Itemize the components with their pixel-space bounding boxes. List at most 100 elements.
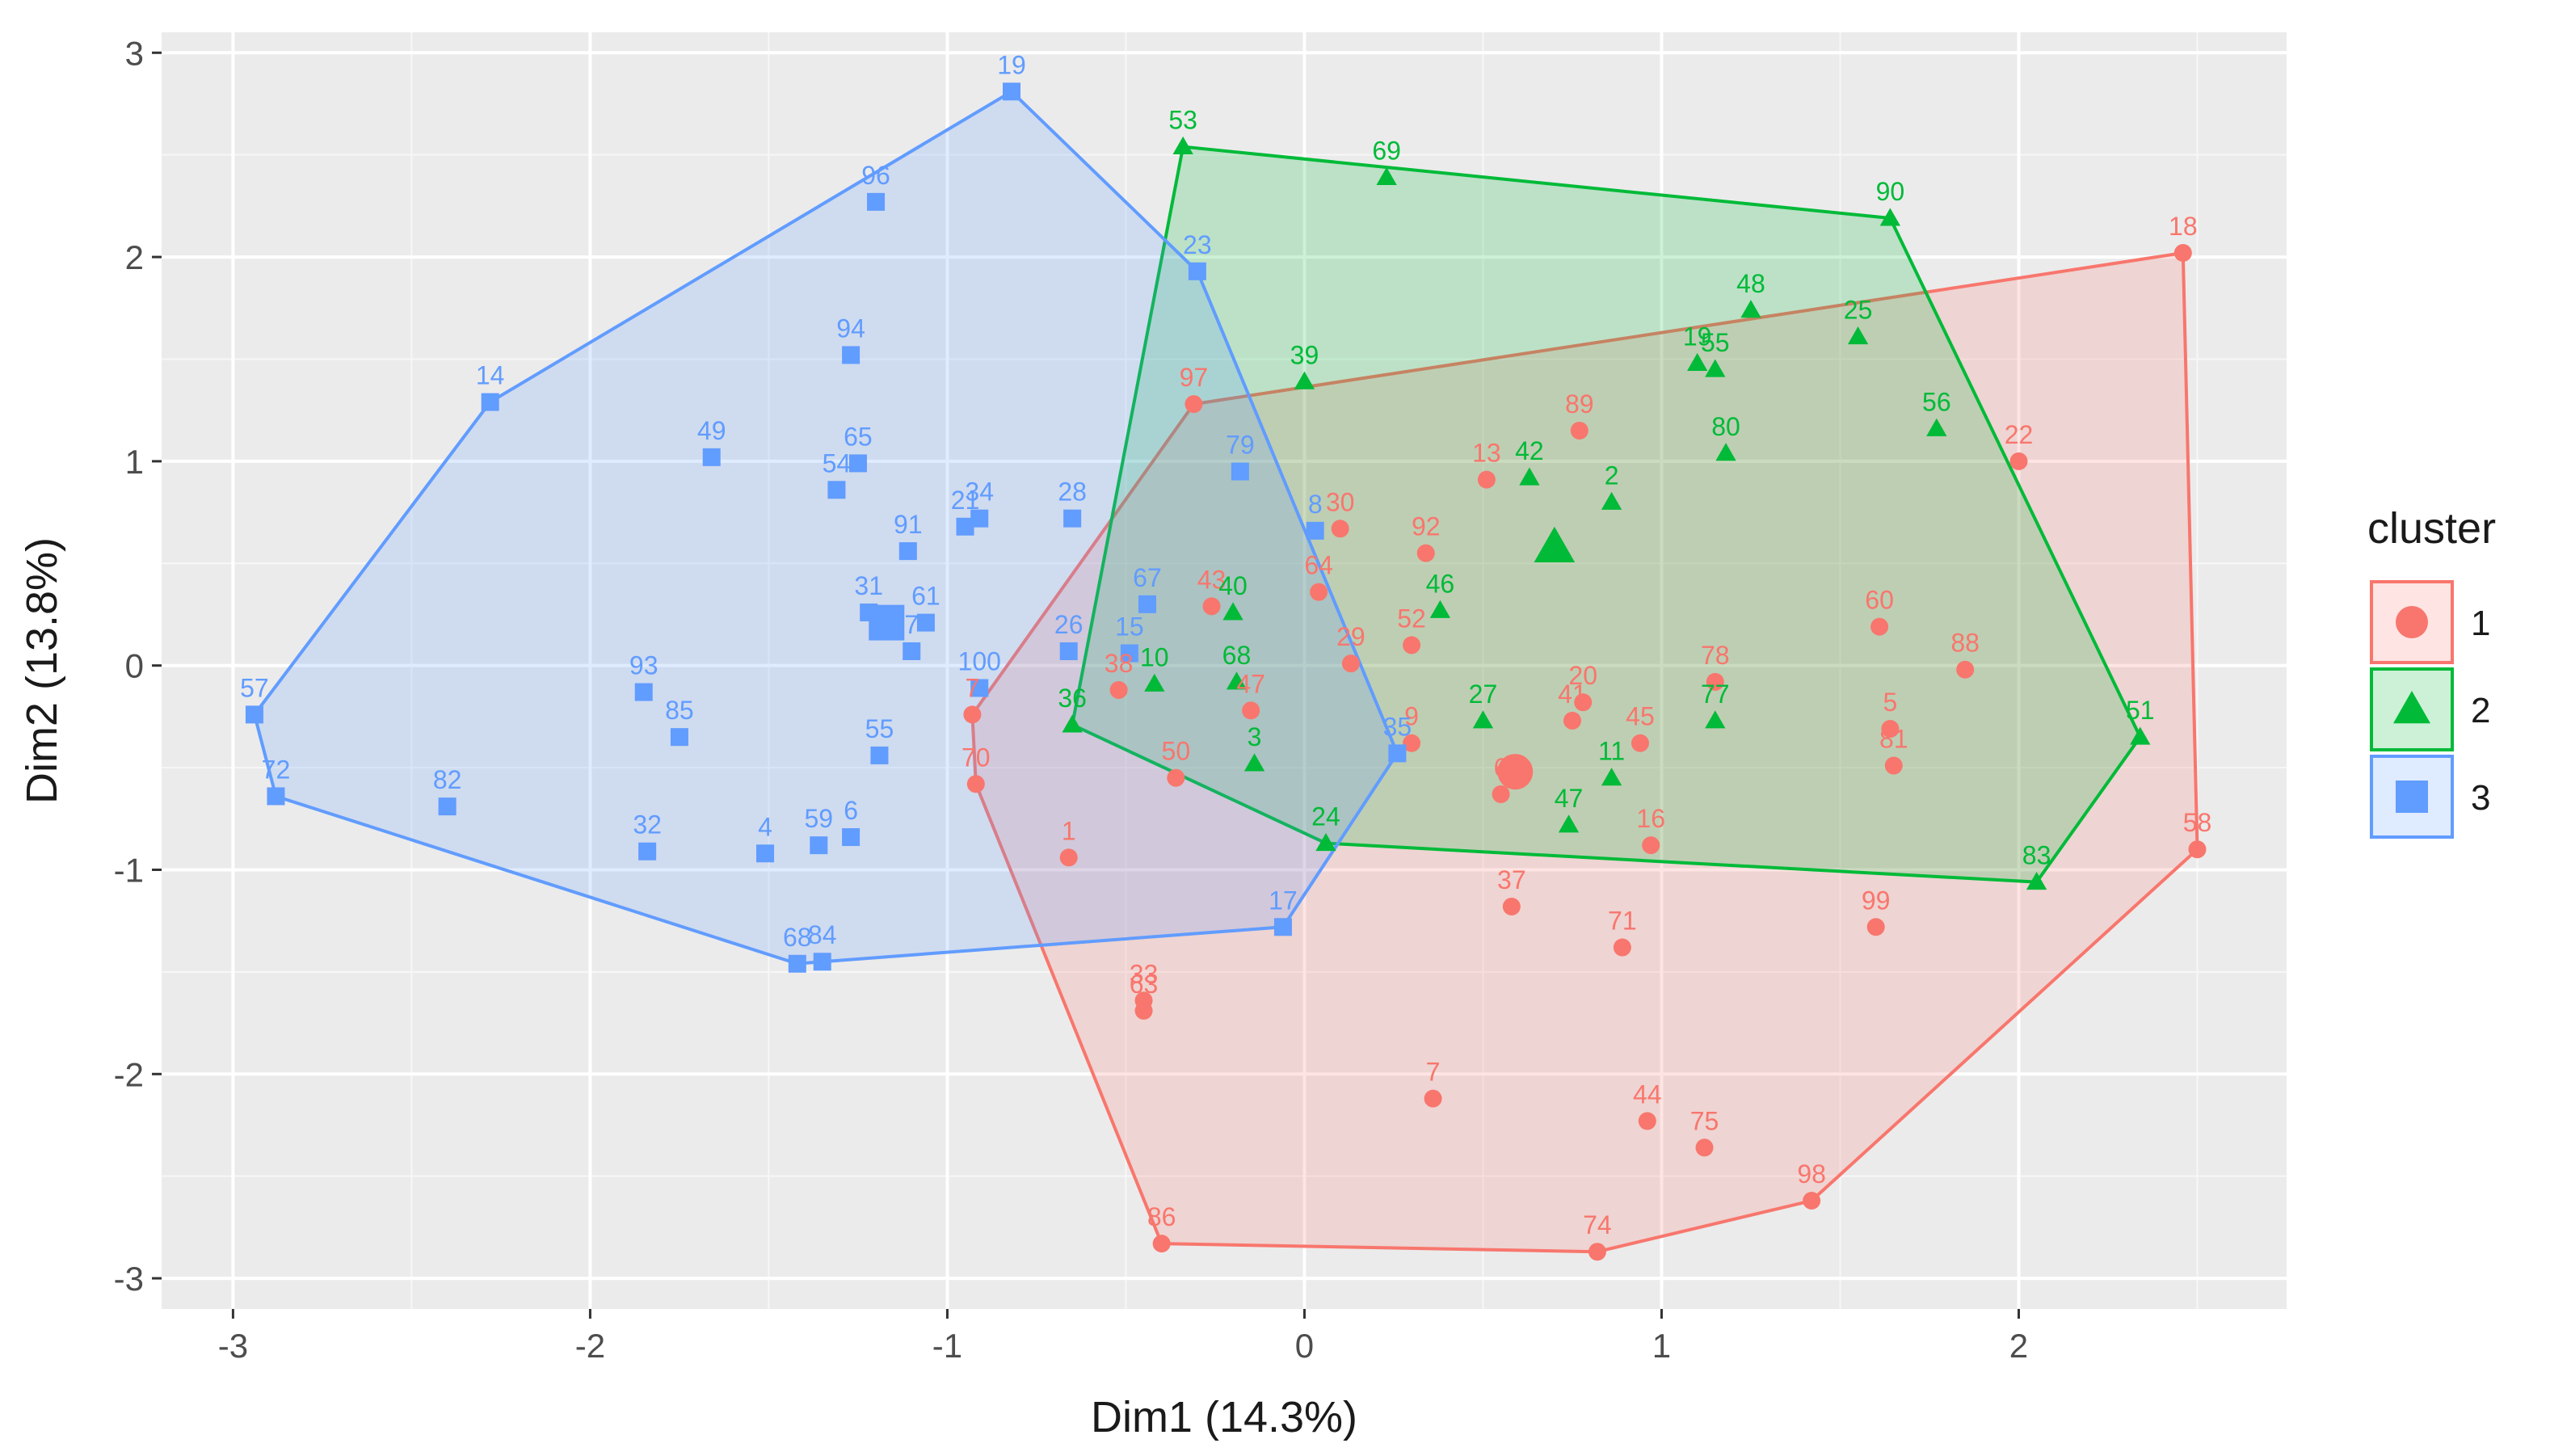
cluster-2-point xyxy=(1558,814,1580,833)
point-label: 16 xyxy=(1636,804,1665,833)
cluster-1-point xyxy=(1403,734,1421,752)
point-label: 6 xyxy=(844,796,858,825)
point-label: 65 xyxy=(844,422,873,451)
y-axis-title: Dim2 (13.8%) xyxy=(18,537,66,804)
cluster-2-point xyxy=(1705,359,1726,377)
cluster-3-point xyxy=(634,683,653,701)
point-label: 75 xyxy=(1690,1106,1719,1135)
point-label: 72 xyxy=(262,755,291,784)
point-label: 79 xyxy=(1226,431,1255,460)
cluster-1-point xyxy=(1588,1243,1606,1261)
point-label: 96 xyxy=(861,161,890,190)
point-label: 54 xyxy=(823,448,852,478)
legend-label-3: 3 xyxy=(2471,778,2490,818)
data-points xyxy=(245,82,2207,1261)
cluster-1-point xyxy=(1109,681,1128,700)
cluster-3-point xyxy=(245,705,263,724)
point-label: 10 xyxy=(1140,642,1169,671)
point-label: 55 xyxy=(865,714,894,743)
point-label: 24 xyxy=(1311,802,1340,831)
point-label: 78 xyxy=(1701,641,1730,670)
y-tick-label: -1 xyxy=(114,851,144,889)
point-label: 6 xyxy=(1494,753,1509,782)
cluster-1-point xyxy=(1956,660,1975,679)
cluster-3-point xyxy=(438,797,457,816)
cluster-3-point xyxy=(970,509,989,528)
y-tick-label: 1 xyxy=(125,443,144,481)
x-tick-label: 1 xyxy=(1652,1327,1671,1365)
cluster-2-point xyxy=(1315,832,1336,852)
cluster-3-point xyxy=(1388,744,1407,763)
cluster-1-point xyxy=(1059,848,1078,867)
point-label: 34 xyxy=(965,478,994,507)
y-tick-label: 2 xyxy=(125,238,144,276)
point-label: 35 xyxy=(1383,712,1412,741)
point-label: 1 xyxy=(1062,816,1076,845)
y-tick-label: -3 xyxy=(114,1260,144,1298)
legend-label-2: 2 xyxy=(2471,691,2490,730)
x-tick-label: -2 xyxy=(575,1327,605,1365)
cluster-3-point xyxy=(898,542,917,561)
cluster-1-point xyxy=(1695,1138,1714,1157)
point-label: 58 xyxy=(2183,808,2212,837)
point-label: 88 xyxy=(1950,629,1980,658)
point-label: 52 xyxy=(1397,604,1426,633)
cluster-3-point xyxy=(267,787,285,806)
point-label: 38 xyxy=(1105,649,1134,678)
cluster-3-centroid xyxy=(869,604,905,641)
cluster-2-point xyxy=(2130,726,2151,745)
x-tick-label: 2 xyxy=(2009,1327,2028,1365)
cluster-2-point xyxy=(1144,673,1165,692)
point-label: 94 xyxy=(836,314,865,343)
point-label: 19 xyxy=(997,50,1026,79)
point-label: 2 xyxy=(1605,461,1619,490)
y-tick-label: -2 xyxy=(114,1055,144,1093)
cluster-3-point xyxy=(916,613,935,632)
cluster-2-point xyxy=(1226,671,1248,690)
cluster-1-point xyxy=(1492,785,1510,803)
cluster-1-point xyxy=(1502,897,1521,915)
point-label: 68 xyxy=(1222,641,1252,670)
point-label: 91 xyxy=(894,510,923,539)
cluster-2-point xyxy=(1601,491,1622,510)
point-label: 84 xyxy=(808,920,837,949)
y-tick-label: 0 xyxy=(125,647,144,685)
cluster-3-point xyxy=(848,454,867,473)
point-label: 86 xyxy=(1147,1202,1176,1231)
point-label: 39 xyxy=(1290,340,1319,369)
y-tick-label: 3 xyxy=(125,34,144,72)
cluster-3-point xyxy=(638,842,657,861)
point-label: 13 xyxy=(1472,439,1501,468)
cluster-3-point xyxy=(788,954,806,973)
point-label: 27 xyxy=(1469,680,1498,709)
cluster-1-point xyxy=(1638,1112,1656,1130)
point-label: 98 xyxy=(1797,1159,1826,1189)
point-label: 31 xyxy=(854,571,883,600)
legend-circle-icon xyxy=(2396,606,2428,638)
cluster-1-point xyxy=(963,705,982,724)
cluster-3-point xyxy=(1120,644,1138,663)
point-label: 74 xyxy=(1583,1210,1612,1239)
legend: cluster 1 2 3 xyxy=(2367,504,2496,839)
point-label: 36 xyxy=(1058,684,1087,713)
point-label: 50 xyxy=(1162,737,1191,766)
x-tick-label: 0 xyxy=(1295,1327,1314,1365)
cluster-1-point xyxy=(1706,672,1724,691)
point-label: 7 xyxy=(1426,1058,1441,1087)
cluster-hulls xyxy=(252,90,2199,1254)
point-label: 45 xyxy=(1626,702,1655,731)
cluster-1-point xyxy=(1134,1001,1153,1020)
cluster-1-point xyxy=(1242,701,1260,720)
point-label: 89 xyxy=(1565,389,1594,419)
point-label: 68 xyxy=(783,923,812,952)
cluster-3-point xyxy=(1306,521,1324,540)
point-label: 26 xyxy=(1054,610,1084,639)
cluster-3-point xyxy=(1273,918,1292,936)
cluster-2-point xyxy=(1472,710,1494,729)
cluster-1-point xyxy=(1310,583,1328,601)
point-label: 70 xyxy=(962,743,991,772)
point-label: 28 xyxy=(1058,478,1087,507)
point-label: 48 xyxy=(1736,269,1765,298)
point-label: 19 xyxy=(1683,322,1712,351)
point-label: 97 xyxy=(1180,363,1209,392)
